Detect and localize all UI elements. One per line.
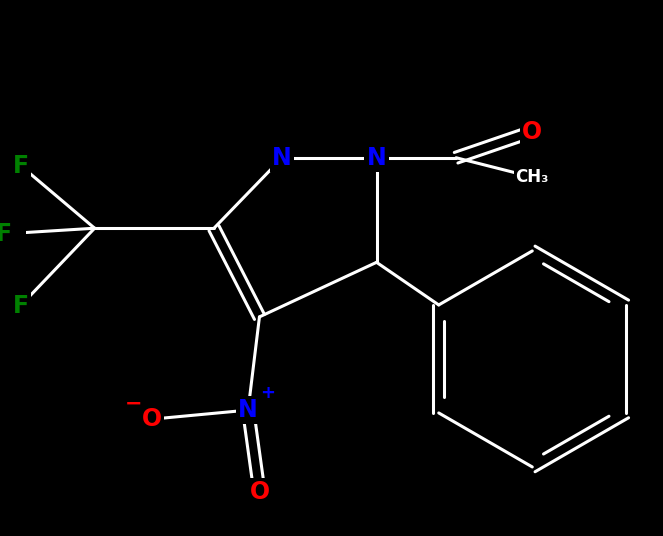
Text: CH₃: CH₃ <box>516 168 549 186</box>
Text: O: O <box>249 480 270 504</box>
Text: N: N <box>367 146 387 170</box>
Text: O: O <box>522 120 542 144</box>
Text: O: O <box>141 407 162 431</box>
Text: +: + <box>261 384 275 401</box>
Text: F: F <box>13 294 29 317</box>
Text: N: N <box>272 146 292 170</box>
Text: F: F <box>0 222 12 246</box>
Text: N: N <box>238 398 258 422</box>
Text: F: F <box>13 154 29 178</box>
Text: −: − <box>125 393 143 413</box>
